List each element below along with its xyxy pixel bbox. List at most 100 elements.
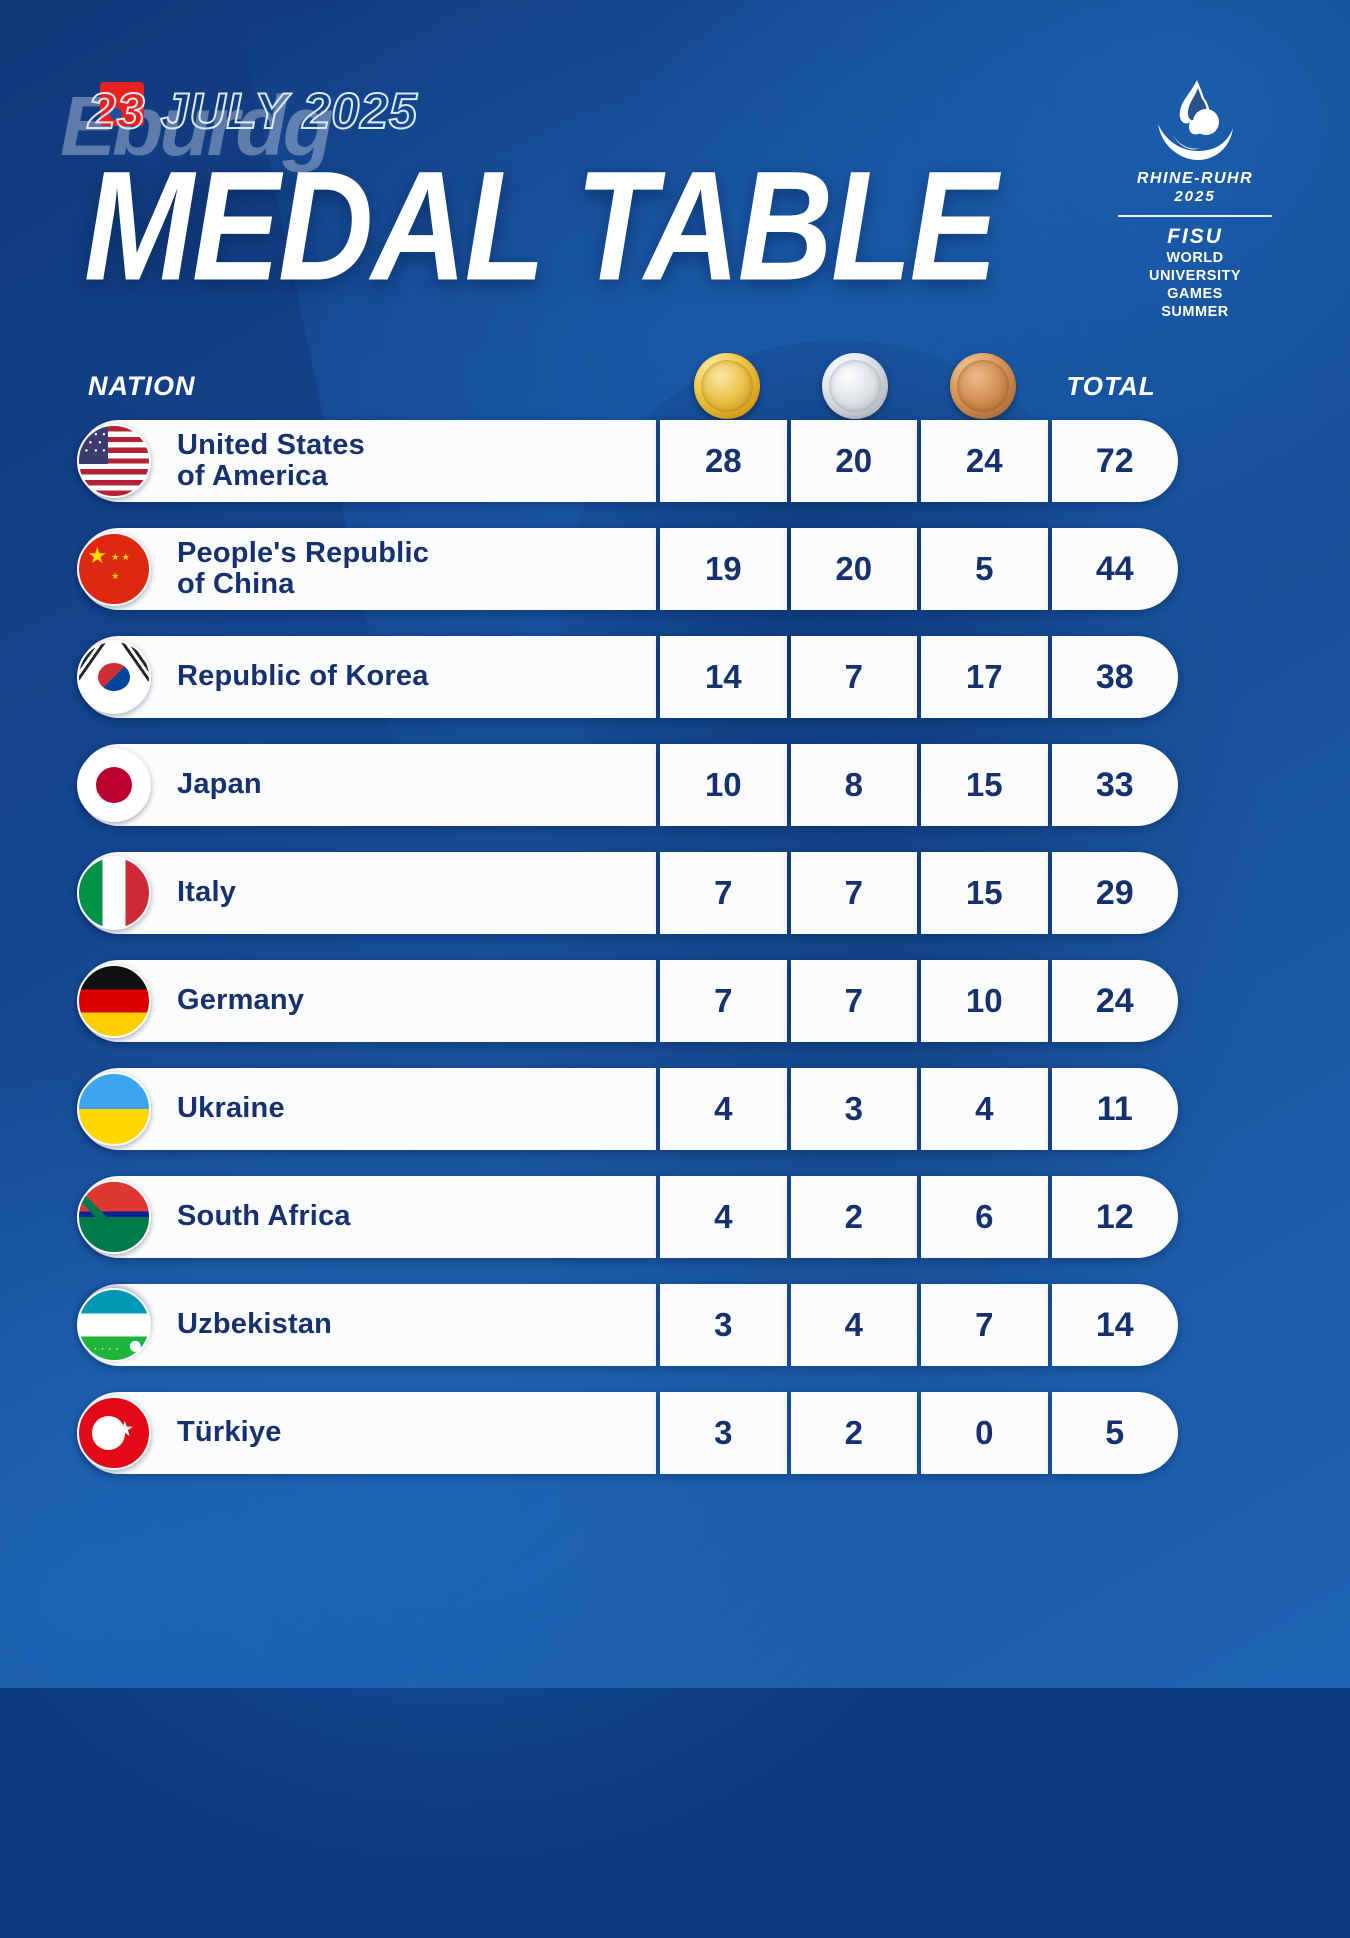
table-row[interactable]: South Africa 4 2 6 12 (77, 1176, 1178, 1258)
nation-name-line1: South Africa (177, 1200, 351, 1233)
logo-event-name: RHINE-RUHR 2025 (1100, 170, 1290, 206)
nation-name-line1: Republic of Korea (177, 660, 429, 693)
logo-subtitle-summer: SUMMER (1161, 304, 1229, 321)
flag-icon (77, 856, 151, 930)
silver-count-cell: 20 (790, 420, 918, 502)
nation-name: People's Republic of China (151, 536, 430, 601)
nation-cell[interactable]: United States of America (77, 420, 657, 502)
nation-name: Türkiye (151, 1417, 282, 1448)
bronze-count-cell: 24 (921, 420, 1048, 502)
nation-name-line1: People's Republic (177, 536, 430, 569)
column-header-bronze (919, 353, 1047, 419)
table-row[interactable]: Republic of Korea 14 7 17 38 (77, 636, 1178, 718)
gold-medal-icon (694, 353, 760, 419)
nation-name-line1: Germany (177, 984, 305, 1017)
table-body: United States of America 28 20 24 72 Peo… (77, 420, 1178, 1474)
total-count-cell: 33 (1051, 744, 1178, 826)
silver-count-cell: 7 (790, 852, 918, 934)
page-title: MEDAL TABLE (84, 139, 998, 313)
total-count-cell: 11 (1051, 1068, 1178, 1150)
silver-count-cell: 7 (790, 960, 918, 1042)
nation-name: Uzbekistan (151, 1309, 332, 1340)
bronze-count-cell: 15 (921, 852, 1048, 934)
total-count-cell: 12 (1051, 1176, 1178, 1258)
column-header-gold (663, 353, 791, 419)
silver-count-cell: 2 (790, 1176, 918, 1258)
nation-name-line2: of China (177, 568, 295, 600)
page-header: Eburdg 23 JULY 2025 MEDAL TABLE RHINE-RU… (0, 0, 1350, 330)
gold-count-cell: 19 (660, 528, 787, 610)
bronze-count-cell: 0 (921, 1392, 1048, 1474)
flag-icon (77, 424, 151, 498)
logo-org: FISU (1167, 224, 1223, 248)
nation-cell[interactable]: People's Republic of China (77, 528, 657, 610)
flag-icon (77, 748, 151, 822)
table-row[interactable]: Uzbekistan 3 4 7 14 (77, 1284, 1178, 1366)
watermark-badge-icon (100, 82, 144, 126)
nation-cell[interactable]: Ukraine (77, 1068, 657, 1150)
silver-medal-icon (822, 353, 888, 419)
nation-name-line1: Japan (177, 768, 262, 801)
column-header-total: TOTAL (1066, 370, 1156, 401)
gold-count-cell: 3 (660, 1284, 787, 1366)
nation-name: Ukraine (151, 1093, 285, 1124)
nation-cell[interactable]: Uzbekistan (77, 1284, 657, 1366)
bronze-count-cell: 10 (921, 960, 1048, 1042)
silver-count-cell: 7 (790, 636, 918, 718)
gold-count-cell: 7 (660, 852, 787, 934)
nation-cell[interactable]: Japan (77, 744, 657, 826)
nation-name-line1: United States (177, 428, 365, 461)
flag-icon (77, 1396, 151, 1470)
flag-icon (77, 1072, 151, 1146)
total-count-cell: 38 (1051, 636, 1178, 718)
table-row[interactable]: Japan 10 8 15 33 (77, 744, 1178, 826)
bronze-count-cell: 5 (921, 528, 1048, 610)
nation-name: Italy (151, 877, 236, 908)
nation-name: Germany (151, 985, 304, 1016)
bronze-medal-icon (950, 353, 1016, 419)
gold-count-cell: 4 (660, 1068, 787, 1150)
silver-count-cell: 8 (790, 744, 918, 826)
gold-count-cell: 28 (660, 420, 787, 502)
total-count-cell: 72 (1051, 420, 1178, 502)
nation-cell[interactable]: Republic of Korea (77, 636, 657, 718)
table-row[interactable]: People's Republic of China 19 20 5 44 (77, 528, 1178, 610)
flag-icon (77, 532, 151, 606)
logo-event-label: RHINE-RUHR (1136, 170, 1254, 187)
nation-cell[interactable]: Germany (77, 960, 657, 1042)
nation-name-line1: Italy (177, 876, 237, 909)
bronze-count-cell: 4 (921, 1068, 1048, 1150)
gold-count-cell: 4 (660, 1176, 787, 1258)
gold-count-cell: 10 (660, 744, 787, 826)
nation-name: Japan (151, 769, 262, 800)
total-count-cell: 14 (1051, 1284, 1178, 1366)
nation-name-line1: Ukraine (177, 1092, 285, 1125)
gold-count-cell: 14 (660, 636, 787, 718)
bronze-count-cell: 7 (921, 1284, 1048, 1366)
total-count-cell: 44 (1051, 528, 1178, 610)
event-date: 23 JULY 2025 (87, 82, 418, 140)
nation-cell[interactable]: South Africa (77, 1176, 657, 1258)
gold-count-cell: 3 (660, 1392, 787, 1474)
column-header-nation: NATION (88, 370, 196, 401)
total-count-cell: 5 (1051, 1392, 1178, 1474)
bronze-count-cell: 17 (921, 636, 1048, 718)
logo-subtitle-university: UNIVERSITY (1148, 267, 1241, 284)
silver-count-cell: 20 (790, 528, 918, 610)
table-row[interactable]: Italy 7 7 15 29 (77, 852, 1178, 934)
bronze-count-cell: 15 (921, 744, 1048, 826)
table-row[interactable]: Türkiye 3 2 0 5 (77, 1392, 1178, 1474)
table-header-row: NATION TOTAL (78, 352, 1178, 420)
bronze-count-cell: 6 (921, 1176, 1048, 1258)
table-row[interactable]: Ukraine 4 3 4 11 (77, 1068, 1178, 1150)
nation-cell[interactable]: Italy (77, 852, 657, 934)
table-row[interactable]: Germany 7 7 10 24 (77, 960, 1178, 1042)
logo-subtitle-games: GAMES (1167, 285, 1223, 302)
column-header-silver (791, 353, 919, 419)
logo-year: 2025 (1174, 188, 1216, 206)
total-count-cell: 24 (1051, 960, 1178, 1042)
silver-count-cell: 2 (790, 1392, 918, 1474)
fisu-flame-icon (1100, 76, 1290, 168)
table-row[interactable]: United States of America 28 20 24 72 (77, 420, 1178, 502)
nation-cell[interactable]: Türkiye (77, 1392, 657, 1474)
